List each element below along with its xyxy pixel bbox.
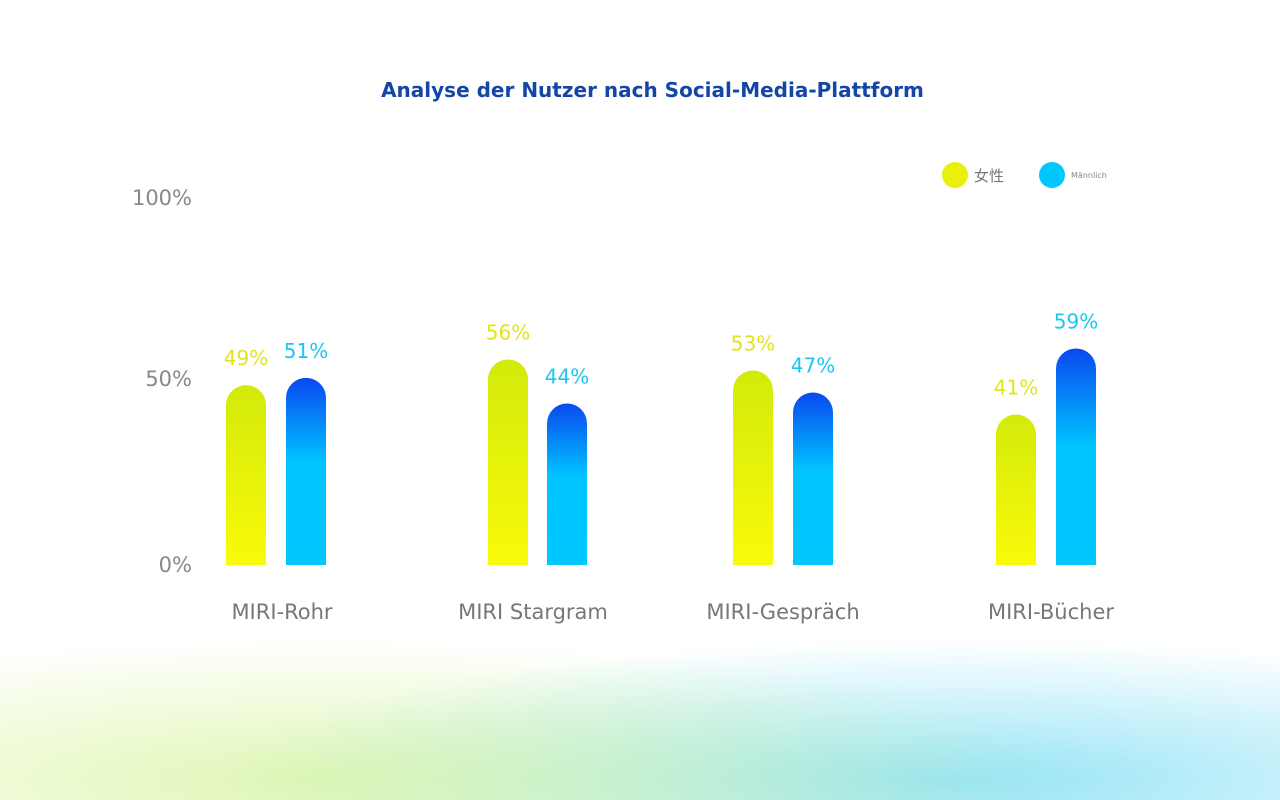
category-label: MIRI-Rohr: [231, 600, 333, 624]
bar-male: [547, 403, 587, 565]
data-label: 44%: [545, 365, 589, 389]
bar-male: [793, 392, 833, 565]
bar-male: [1056, 348, 1096, 565]
data-label: 41%: [994, 376, 1038, 400]
data-label: 56%: [486, 320, 530, 344]
y-tick-50: 50%: [145, 367, 192, 391]
data-label: 59%: [1054, 309, 1098, 333]
bar-male: [286, 377, 326, 565]
data-label: 53%: [731, 331, 775, 355]
legend-swatch-male: [1039, 162, 1066, 188]
data-label: 47%: [791, 354, 835, 378]
bar-chart: 49% 56% 53% 41% 51% 44% 47% 59%: [224, 309, 1098, 565]
category-label: MIRI-Gespräch: [706, 600, 860, 624]
legend-swatch-female: [942, 162, 968, 188]
legend-label-female: 女性: [974, 166, 1005, 185]
data-label: 51%: [284, 339, 328, 363]
bar-female: [733, 370, 773, 565]
legend-label-male: Männlich: [1071, 170, 1107, 180]
bar-female: [226, 385, 266, 565]
bar-female: [488, 359, 528, 565]
chart-title: Analyse der Nutzer nach Social-Media-Pla…: [381, 78, 924, 102]
y-tick-100: 100%: [131, 186, 192, 210]
category-label: MIRI-Bücher: [987, 600, 1115, 624]
bar-female: [996, 414, 1036, 565]
y-tick-0: 0%: [158, 553, 192, 577]
legend: 女性 Männlich: [942, 162, 1107, 188]
category-label: MIRI Stargram: [458, 600, 608, 624]
data-label: 49%: [224, 346, 268, 370]
